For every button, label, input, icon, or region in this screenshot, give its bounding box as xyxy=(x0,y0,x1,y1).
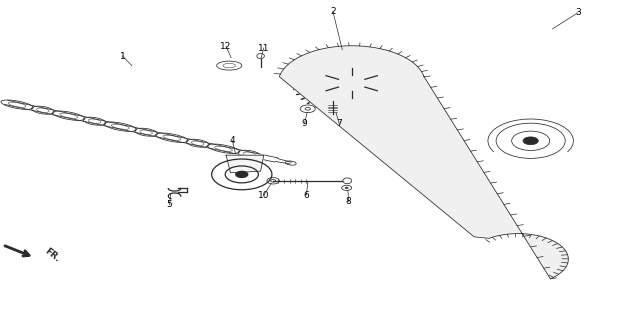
Text: 3: 3 xyxy=(575,8,581,17)
Text: 11: 11 xyxy=(258,44,269,52)
Text: 2: 2 xyxy=(330,7,335,16)
Text: 7: 7 xyxy=(336,119,342,128)
Text: FR.: FR. xyxy=(43,247,62,264)
Polygon shape xyxy=(279,46,568,279)
Text: 4: 4 xyxy=(230,136,235,145)
Polygon shape xyxy=(226,155,264,173)
Text: 6: 6 xyxy=(303,191,310,200)
Text: 9: 9 xyxy=(301,119,308,128)
Text: 12: 12 xyxy=(220,42,232,51)
Circle shape xyxy=(349,82,354,84)
Text: 1: 1 xyxy=(119,52,126,60)
Text: 10: 10 xyxy=(258,191,269,200)
Text: 5: 5 xyxy=(166,200,173,209)
Text: 8: 8 xyxy=(345,197,352,206)
Circle shape xyxy=(236,171,248,178)
Circle shape xyxy=(523,137,538,145)
Circle shape xyxy=(345,187,349,189)
